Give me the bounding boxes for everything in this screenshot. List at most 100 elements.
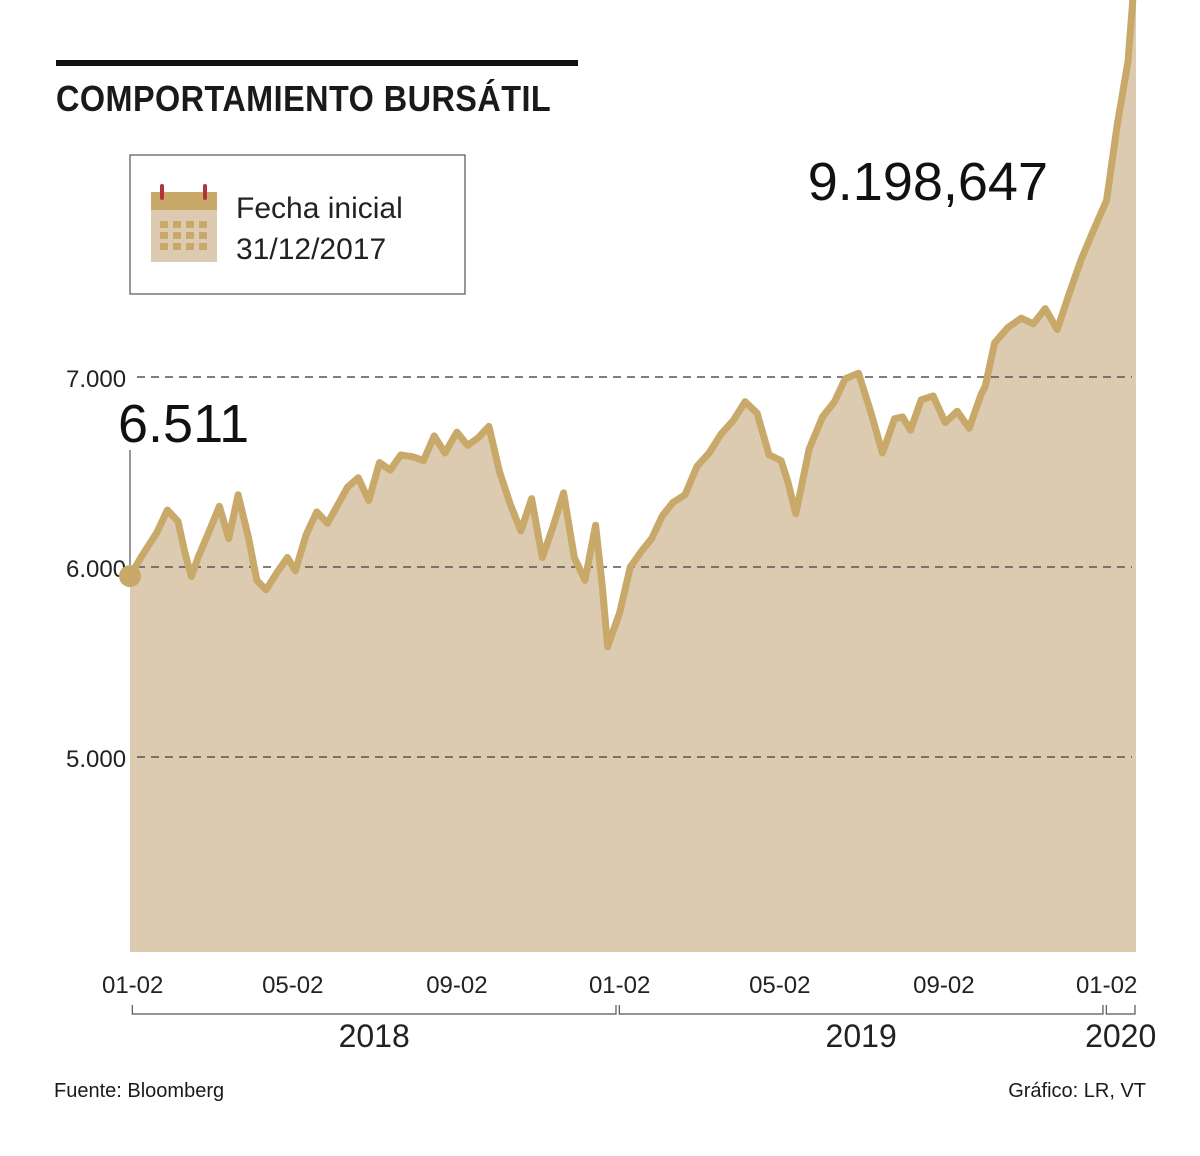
data-point bbox=[767, 452, 772, 457]
data-point bbox=[196, 555, 200, 560]
data-point bbox=[793, 511, 798, 516]
data-point bbox=[807, 447, 812, 452]
data-point bbox=[1104, 198, 1109, 203]
data-point bbox=[979, 392, 984, 397]
year-label: 2020 bbox=[1085, 1018, 1156, 1054]
data-point bbox=[1126, 59, 1130, 64]
data-point bbox=[140, 553, 144, 558]
calendar-cell bbox=[199, 232, 207, 239]
data-point bbox=[208, 527, 213, 531]
calendar-cell bbox=[173, 221, 181, 228]
data-point bbox=[442, 451, 447, 455]
data-point bbox=[583, 578, 587, 583]
data-point bbox=[410, 454, 415, 459]
data-point bbox=[785, 479, 790, 484]
data-point bbox=[983, 384, 988, 389]
data-point bbox=[943, 420, 948, 425]
data-point bbox=[1031, 321, 1036, 326]
data-point bbox=[377, 460, 382, 465]
calendar-cell bbox=[160, 221, 168, 228]
data-point bbox=[217, 504, 222, 509]
year-bracket bbox=[1105, 1005, 1136, 1015]
data-point bbox=[755, 411, 760, 416]
data-point bbox=[454, 430, 459, 435]
y-tick-label: 5.000 bbox=[66, 746, 126, 773]
title-rule bbox=[56, 60, 578, 66]
calendar-cell bbox=[173, 232, 181, 239]
x-tick-label: 01-02 bbox=[102, 972, 163, 999]
data-point bbox=[868, 409, 873, 414]
chart-title: COMPORTAMIENTO BURSÁTIL bbox=[56, 78, 552, 119]
data-point bbox=[671, 500, 675, 505]
data-point bbox=[1067, 291, 1072, 296]
data-point bbox=[731, 418, 736, 423]
calendar-cell bbox=[199, 243, 207, 250]
calendar-icon bbox=[151, 184, 217, 262]
x-tick-label: 09-02 bbox=[426, 972, 487, 999]
data-point bbox=[432, 433, 437, 438]
data-point bbox=[660, 513, 665, 518]
data-point bbox=[900, 414, 905, 419]
calendar-cell bbox=[160, 243, 168, 250]
calendar-cell bbox=[186, 243, 194, 250]
data-point bbox=[518, 528, 523, 533]
data-point bbox=[189, 574, 194, 579]
calendar-cell bbox=[160, 232, 168, 239]
data-point bbox=[707, 451, 712, 455]
data-point bbox=[1055, 327, 1060, 332]
data-point bbox=[843, 376, 848, 381]
data-points bbox=[128, 59, 1130, 649]
data-point bbox=[540, 555, 545, 560]
x-tick-label: 05-02 bbox=[749, 972, 810, 999]
data-point bbox=[572, 555, 577, 560]
data-point bbox=[1079, 257, 1084, 262]
data-point bbox=[779, 458, 784, 463]
data-point bbox=[476, 435, 481, 440]
data-point bbox=[992, 340, 997, 345]
data-point bbox=[550, 525, 555, 530]
end-value-label: 9.198,647 bbox=[808, 152, 1048, 212]
info-date: 31/12/2017 bbox=[236, 233, 386, 266]
data-point bbox=[226, 536, 231, 541]
year-bracket bbox=[618, 1005, 1104, 1015]
source-note: Fuente: Bloomberg bbox=[54, 1080, 225, 1102]
data-point bbox=[892, 416, 897, 421]
data-point bbox=[1115, 122, 1120, 127]
data-point bbox=[529, 496, 534, 501]
data-point bbox=[1019, 316, 1024, 321]
data-point bbox=[820, 414, 825, 419]
data-point bbox=[639, 549, 643, 554]
data-point bbox=[832, 399, 837, 404]
y-axis-labels: 5.000 6.000 7.000 bbox=[66, 366, 126, 773]
area-fill bbox=[130, 0, 1136, 952]
data-point bbox=[600, 584, 605, 588]
data-point bbox=[1091, 228, 1096, 233]
data-point bbox=[497, 470, 502, 474]
start-value-label: 6.511 bbox=[118, 394, 249, 454]
data-point bbox=[325, 521, 330, 526]
calendar-cell bbox=[186, 232, 194, 239]
data-point bbox=[154, 530, 159, 535]
credit-note: Gráfico: LR, VT bbox=[1008, 1080, 1146, 1102]
data-point bbox=[274, 570, 279, 575]
data-point bbox=[176, 519, 180, 524]
data-point bbox=[366, 498, 371, 503]
data-point bbox=[508, 502, 513, 507]
data-point bbox=[683, 492, 687, 497]
data-point bbox=[649, 536, 654, 541]
data-point bbox=[246, 536, 251, 541]
data-point bbox=[605, 644, 610, 649]
y-tick-label: 6.000 bbox=[66, 556, 126, 583]
data-point bbox=[1005, 325, 1010, 330]
calendar-cell bbox=[199, 221, 207, 228]
data-point bbox=[955, 409, 960, 414]
x-tick-label: 01-02 bbox=[1076, 972, 1137, 999]
data-point bbox=[398, 452, 403, 457]
year-label: 2018 bbox=[339, 1018, 410, 1054]
x-tick-label: 01-02 bbox=[589, 972, 650, 999]
data-point bbox=[593, 523, 598, 528]
data-point bbox=[356, 475, 361, 480]
x-axis: 01-02 05-02 09-02 01-02 05-02 09-02 01-02 2018 2… bbox=[102, 972, 1156, 1054]
data-point bbox=[182, 549, 187, 554]
